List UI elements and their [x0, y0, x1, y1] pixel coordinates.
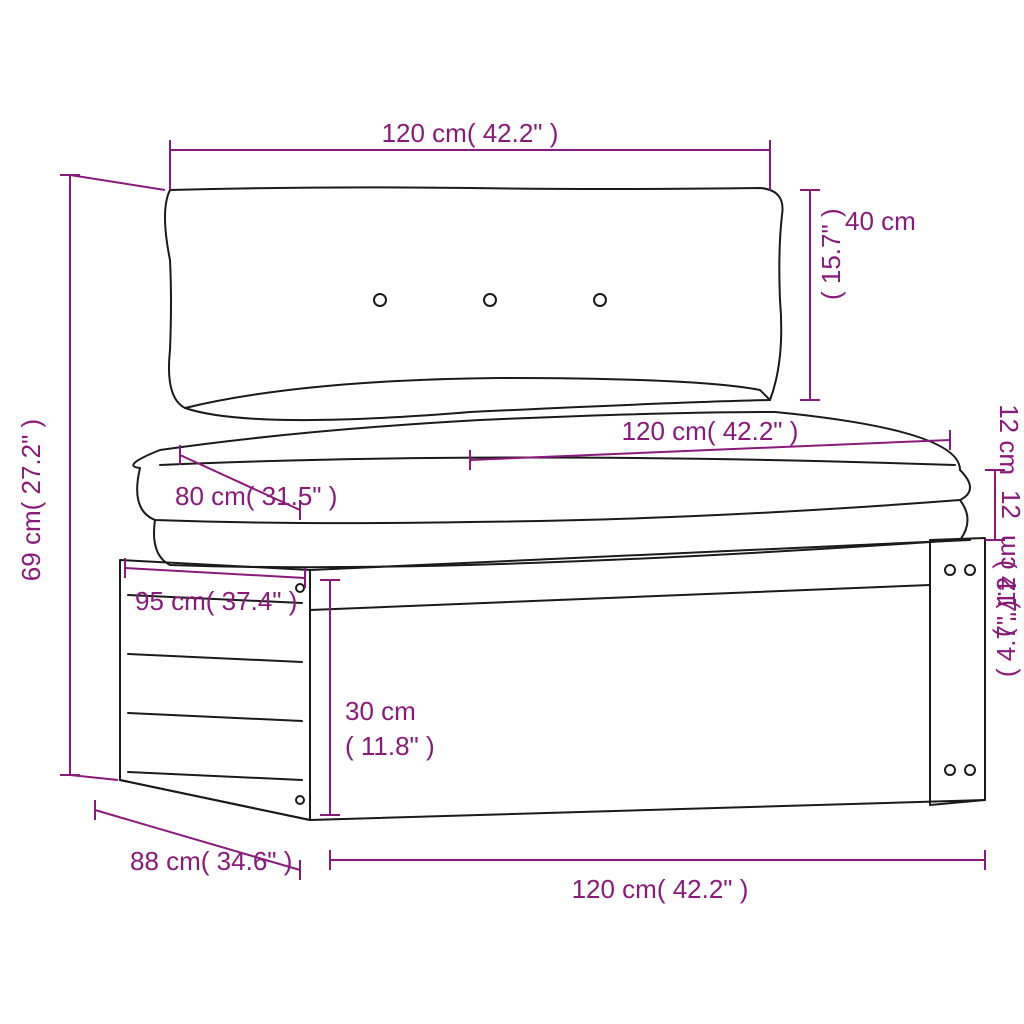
svg-text:69 cm( 27.2" ): 69 cm( 27.2" )	[16, 419, 46, 581]
svg-text:( 11.8" ): ( 11.8" )	[345, 731, 435, 761]
svg-text:95 cm( 37.4" ): 95 cm( 37.4" )	[135, 586, 297, 616]
svg-text:88 cm( 34.6" ): 88 cm( 34.6" )	[130, 846, 292, 876]
svg-text:30 cm: 30 cm	[345, 696, 416, 726]
svg-text:120 cm( 42.2" ): 120 cm( 42.2" )	[622, 416, 799, 446]
svg-text:40 cm: 40 cm	[845, 206, 916, 236]
svg-text:12: 12	[996, 490, 1024, 519]
svg-text:12 cm: 12 cm	[991, 535, 1021, 606]
svg-text:120 cm( 42.2" ): 120 cm( 42.2" )	[382, 118, 559, 148]
svg-text:( 4.7" ): ( 4.7" )	[991, 600, 1021, 677]
svg-text:120 cm( 42.2" ): 120 cm( 42.2" )	[572, 874, 749, 904]
svg-text:12 cm: 12 cm	[994, 404, 1024, 475]
svg-text:( 15.7" ): ( 15.7" )	[816, 208, 846, 300]
svg-text:80 cm( 31.5" ): 80 cm( 31.5" )	[175, 481, 337, 511]
